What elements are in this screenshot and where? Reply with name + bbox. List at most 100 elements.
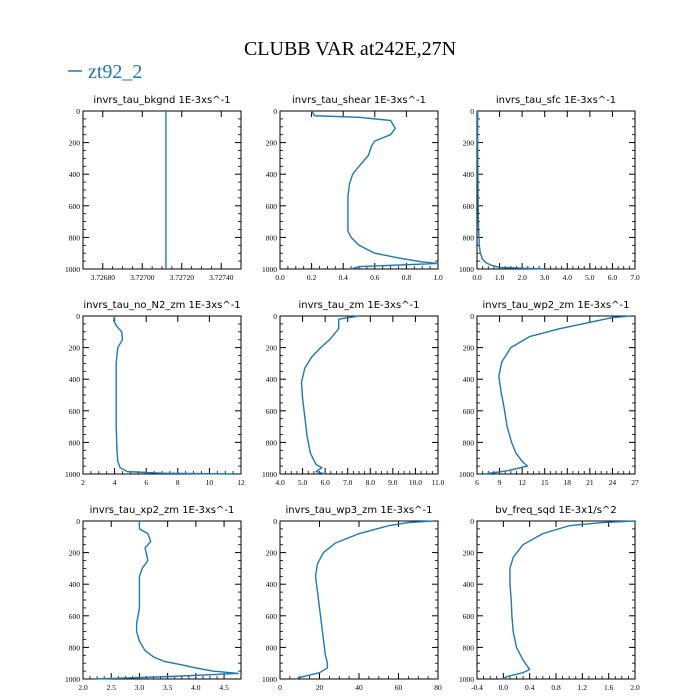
y-tick-label: 400 (266, 375, 278, 384)
y-tick-label: 400 (463, 580, 475, 589)
x-tick-label: 2 (81, 478, 85, 487)
series-line (295, 520, 435, 680)
y-tick-label: 0 (470, 312, 474, 321)
series-line (476, 111, 545, 270)
x-tick-label: 3.0 (540, 273, 550, 282)
x-tick-label: 12 (237, 478, 245, 487)
x-tick-label: 0.4 (339, 273, 349, 282)
series-line (502, 520, 636, 680)
x-tick-label: 4.0 (563, 273, 573, 282)
x-tick-label: 3.72680 (91, 273, 116, 282)
x-tick-label: 2.0 (517, 273, 527, 282)
y-tick-label: 800 (463, 233, 475, 242)
x-tick-label: 18 (564, 478, 572, 487)
y-tick-label: 600 (69, 202, 81, 211)
x-tick-label: 20 (316, 683, 324, 692)
x-tick-label: 6.0 (320, 478, 330, 487)
legend-label: zt92_2 (88, 61, 142, 83)
x-tick-label: 0.0 (472, 273, 482, 282)
x-tick-label: 5.0 (298, 478, 308, 487)
y-tick-label: 200 (463, 344, 475, 353)
x-tick-label: 8.0 (366, 478, 376, 487)
x-tick-label: 15 (541, 478, 549, 487)
y-tick-label: 800 (266, 438, 278, 447)
series-line (94, 521, 239, 680)
y-tick-label: 400 (69, 580, 81, 589)
y-tick-label: 1000 (262, 265, 277, 274)
x-tick-label: 3.72720 (170, 273, 195, 282)
panel-5: invrs_tau_zm 1E-3xs^-1 4.0 5.0 6.0 7.0 8.0 9.0… (262, 300, 445, 487)
y-tick-label: 400 (463, 375, 475, 384)
x-tick-label: 80 (434, 683, 442, 692)
plot-frame (82, 315, 242, 475)
y-tick-label: 200 (463, 549, 475, 558)
y-tick-label: 600 (266, 202, 278, 211)
series-line (484, 315, 632, 475)
plot-frame (279, 315, 439, 475)
x-tick-label: 1.6 (604, 683, 614, 692)
y-tick-label: 200 (69, 549, 81, 558)
panel-4: invrs_tau_no_N2_zm 1E-3xs^-1 2 4 6 8 10 12 0 200… (65, 300, 245, 487)
panel-6: invrs_tau_wp2_zm 1E-3xs^-1 6 9 12 15 18 21 24 27… (459, 300, 639, 487)
panel-1: invrs_tau_bkgnd 1E-3xs^-1 3.72680 3.72700 3… (65, 95, 242, 282)
figure-title: CLUBB VAR at242E,27N (244, 38, 456, 60)
y-tick-label: 200 (266, 139, 278, 148)
y-tick-label: 0 (470, 517, 474, 526)
y-tick-label: 800 (463, 438, 475, 447)
x-tick-label: 2.0 (78, 683, 88, 692)
y-tick-label: 0 (76, 312, 80, 321)
y-tick-label: 400 (463, 170, 475, 179)
y-tick-label: 600 (463, 612, 475, 621)
x-tick-label: 40 (355, 683, 363, 692)
y-tick-label: 600 (463, 202, 475, 211)
y-tick-label: 600 (69, 407, 81, 416)
x-tick-label: 0.2 (307, 273, 317, 282)
panel-title: bv_freq_sqd 1E-3x1/s^2 (495, 505, 617, 516)
x-tick-label: 60 (395, 683, 403, 692)
y-tick-label: 800 (463, 643, 475, 652)
x-tick-label: 0.4 (525, 683, 535, 692)
x-tick-label: 6.0 (608, 273, 618, 282)
x-tick-label: 0.6 (370, 273, 380, 282)
y-tick-label: 400 (266, 170, 278, 179)
x-tick-label: 0.0 (499, 683, 509, 692)
y-tick-label: 200 (463, 139, 475, 148)
x-tick-label: 7.0 (343, 478, 353, 487)
x-tick-label: 0.0 (275, 273, 285, 282)
panel-title: invrs_tau_xp2_zm 1E-3xs^-1 (90, 505, 235, 516)
y-tick-label: 1000 (459, 470, 474, 479)
panel-3: invrs_tau_sfc 1E-3xs^-1 0.0 1.0 2.0 3.0 4.0 5.… (459, 95, 640, 282)
x-tick-label: 4.0 (275, 478, 285, 487)
plot-frame (476, 315, 636, 475)
y-tick-label: 1000 (459, 675, 474, 684)
panel-title: invrs_tau_bkgnd 1E-3xs^-1 (93, 95, 230, 106)
x-tick-label: 3.72740 (209, 273, 234, 282)
series-line (113, 315, 234, 475)
series-line (300, 315, 360, 475)
y-tick-label: 0 (273, 517, 277, 526)
x-tick-label: 1.0 (495, 273, 505, 282)
x-tick-label: 6 (144, 478, 148, 487)
y-tick-label: 800 (69, 233, 81, 242)
x-tick-label: 2.0 (630, 683, 640, 692)
series-line (311, 110, 439, 270)
x-tick-label: 24 (609, 478, 617, 487)
x-tick-label: 4 (113, 478, 117, 487)
x-tick-label: 4.0 (191, 683, 201, 692)
x-tick-label: 21 (586, 478, 594, 487)
y-tick-label: 800 (266, 233, 278, 242)
y-tick-label: 1000 (65, 470, 80, 479)
x-tick-label: -0.4 (471, 683, 483, 692)
x-tick-label: 6 (475, 478, 479, 487)
plot-frame (476, 110, 636, 270)
panel-8: invrs_tau_wp3_zm 1E-3xs^-10 20 40 60 8002004… (262, 505, 442, 692)
x-tick-label: 8 (176, 478, 180, 487)
panel-title: invrs_tau_wp2_zm 1E-3xs^-1 (483, 300, 630, 311)
x-tick-label: 11.0 (432, 478, 445, 487)
panel-title: invrs_tau_zm 1E-3xs^-1 (298, 300, 419, 311)
x-tick-label: 0.8 (402, 273, 412, 282)
y-tick-label: 600 (266, 407, 278, 416)
panel-7: invrs_tau_xp2_zm 1E-3xs^-1 2.0 2.5 3.0 3.5 4.… (65, 505, 242, 692)
y-tick-label: 400 (266, 580, 278, 589)
